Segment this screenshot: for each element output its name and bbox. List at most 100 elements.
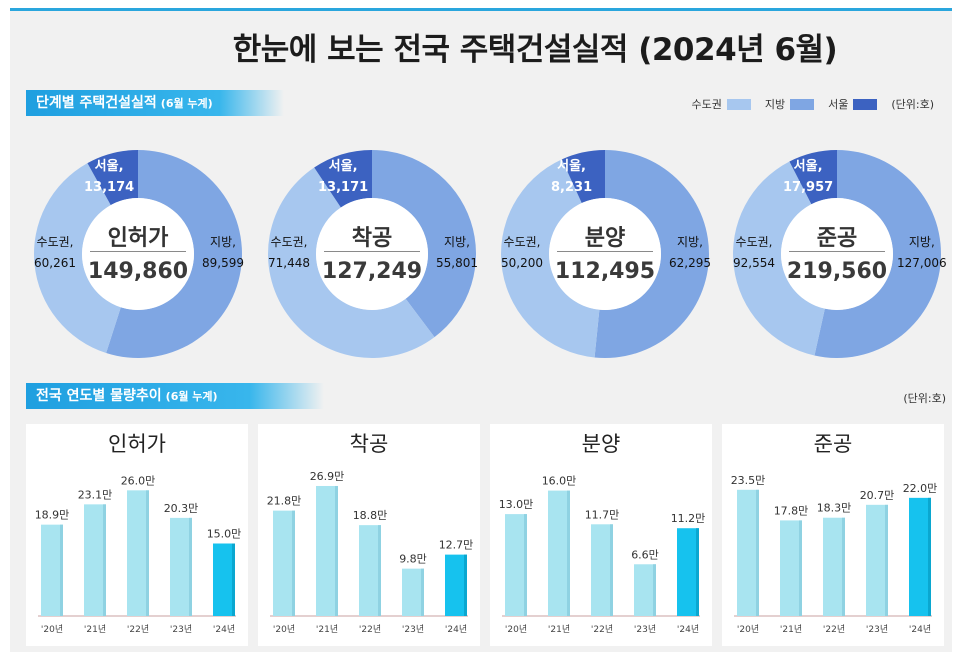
donut-svg-permits bbox=[33, 150, 242, 358]
donut-center-divider bbox=[557, 251, 653, 252]
bar bbox=[866, 504, 888, 616]
donut-hole bbox=[549, 198, 661, 310]
local-name: 지방, bbox=[444, 235, 470, 249]
donut-center-total: 149,860 bbox=[87, 259, 189, 284]
donut-label-seoul: 서울, 8,231 bbox=[551, 156, 592, 198]
bar bbox=[316, 485, 338, 616]
seoul-value: 17,957 bbox=[783, 180, 834, 195]
bar-edge bbox=[292, 510, 295, 616]
donut-center-title: 인허가 bbox=[107, 226, 169, 251]
x-tick-label: '20년 bbox=[737, 624, 759, 635]
bar bbox=[823, 517, 845, 616]
seoul-name: 서울, bbox=[557, 159, 586, 174]
seoul-name: 서울, bbox=[328, 159, 358, 174]
donut-hole bbox=[781, 198, 893, 310]
donut-slice-local bbox=[106, 150, 242, 358]
donut-label-capital: 수도권, 71,448 bbox=[268, 232, 310, 274]
legend-swatch-capital bbox=[726, 98, 751, 110]
donut-center-divider bbox=[324, 251, 420, 252]
section-trend-label: 전국 연도별 물량추이 bbox=[36, 388, 162, 404]
bar-edge bbox=[696, 528, 699, 616]
bar-value-label: 22.0만 bbox=[903, 482, 938, 495]
bar-value-label: 6.6만 bbox=[631, 548, 659, 561]
donut-label-seoul: 서울, 13,171 bbox=[318, 156, 368, 198]
bar bbox=[677, 528, 699, 616]
legend-label-seoul: 서울 bbox=[828, 98, 849, 111]
local-value: 89,599 bbox=[202, 256, 244, 270]
bar-value-label: 15.0만 bbox=[207, 528, 242, 541]
bar-chart-permits: 18.9만 '20년 23.1만 '21년 26.0만 '22년 20.3만 '23년 15.0… bbox=[35, 474, 242, 635]
donut-slice-capital bbox=[268, 167, 435, 358]
x-tick-label: '21년 bbox=[84, 624, 106, 635]
donut-label-seoul: 서울, 13,174 bbox=[84, 156, 134, 198]
x-tick-label: '21년 bbox=[548, 624, 570, 635]
x-tick-label: '23년 bbox=[634, 624, 656, 635]
donut-svg-starts bbox=[268, 150, 476, 358]
bar-edge bbox=[378, 525, 381, 616]
bar-panel-title: 분양 bbox=[581, 432, 621, 456]
donut-label-capital: 수도권, 60,261 bbox=[34, 232, 76, 274]
donut-slice-capital bbox=[33, 163, 121, 353]
bar-edge bbox=[524, 514, 527, 616]
trend-unit: (단위:호) bbox=[903, 392, 946, 405]
donut-slice-local bbox=[814, 150, 941, 358]
bar bbox=[909, 497, 931, 616]
legend-label-capital: 수도권 bbox=[691, 98, 722, 111]
donut-slice-seoul bbox=[87, 150, 138, 206]
x-tick-label: '23년 bbox=[866, 624, 888, 635]
bar bbox=[359, 525, 381, 616]
bar-chart-starts: 21.8만 '20년 26.9만 '21년 18.8만 '22년 9.8만 '23년 12.7만… bbox=[267, 470, 474, 635]
donut-label-capital: 수도권, 50,200 bbox=[501, 232, 543, 274]
donut-slice-capital bbox=[501, 159, 600, 358]
bar-value-label: 18.3만 bbox=[817, 502, 852, 515]
bar bbox=[737, 489, 759, 616]
seoul-value: 13,171 bbox=[318, 180, 369, 195]
donut-chart-sales: 서울, 8,231 수도권, 50,200 지방, 62,295 분양 112,495 bbox=[499, 148, 711, 360]
x-tick-label: '21년 bbox=[316, 624, 338, 635]
donut-label-seoul: 서울, 17,957 bbox=[783, 156, 833, 198]
donut-label-capital: 수도권, 92,554 bbox=[733, 232, 775, 274]
bar bbox=[548, 490, 570, 616]
bar bbox=[41, 524, 63, 616]
bar-edge bbox=[799, 520, 802, 616]
bar-value-label: 13.0만 bbox=[499, 498, 534, 511]
local-value: 55,801 bbox=[436, 256, 478, 270]
bar bbox=[84, 504, 106, 616]
capital-value: 50,200 bbox=[501, 256, 543, 270]
bar-value-label: 12.7만 bbox=[439, 539, 474, 552]
donut-center-divider bbox=[90, 251, 186, 252]
bar-edge bbox=[842, 517, 845, 616]
seoul-name: 서울, bbox=[94, 159, 124, 174]
local-name: 지방, bbox=[908, 235, 935, 249]
donut-label-local: 지방, 62,295 bbox=[669, 232, 711, 274]
page-title: 한눈에 보는 전국 주택건설실적 (2024년 6월) bbox=[232, 32, 838, 68]
x-tick-label: '20년 bbox=[41, 624, 63, 635]
legend-swatch-seoul bbox=[853, 98, 878, 110]
section-trend-sub: (6월 누계) bbox=[165, 390, 218, 403]
donut-center-total: 219,560 bbox=[786, 259, 888, 284]
bar bbox=[780, 520, 802, 616]
x-tick-label: '22년 bbox=[591, 624, 613, 635]
donut-slice-seoul bbox=[314, 150, 372, 208]
donut-svg-sales bbox=[501, 150, 709, 358]
bar bbox=[170, 517, 192, 616]
bar-panel-title: 인허가 bbox=[108, 432, 166, 456]
seoul-value: 13,174 bbox=[84, 180, 135, 195]
bar-panel-sales: 분양 13.0만 '20년 16.0만 '21년 11.7만 '22년 6.6만 '23년 11… bbox=[490, 424, 712, 646]
x-tick-label: '20년 bbox=[505, 624, 527, 635]
bar-edge bbox=[464, 554, 467, 616]
x-tick-label: '22년 bbox=[359, 624, 381, 635]
capital-name: 수도권, bbox=[36, 235, 74, 249]
donut-slice-seoul bbox=[789, 150, 837, 205]
bar-edge bbox=[60, 524, 63, 616]
bar-panel-completions: 준공 23.5만 '20년 17.8만 '21년 18.3만 '22년 20.7만 '23년 2… bbox=[722, 424, 944, 646]
bar-edge bbox=[653, 564, 656, 616]
bar-panel-starts: 착공 21.8만 '20년 26.9만 '21년 18.8만 '22년 9.8만 '23년 12… bbox=[258, 424, 480, 646]
donut-center-divider bbox=[789, 251, 885, 252]
donut-center-title: 분양 bbox=[584, 226, 626, 251]
donut-slice-capital bbox=[733, 161, 825, 356]
legend-item-capital: 수도권 bbox=[691, 96, 751, 112]
bar-value-label: 17.8만 bbox=[774, 504, 809, 517]
bar-panel-title: 착공 bbox=[349, 432, 389, 456]
donut-label-local: 지방, 89,599 bbox=[202, 232, 244, 274]
